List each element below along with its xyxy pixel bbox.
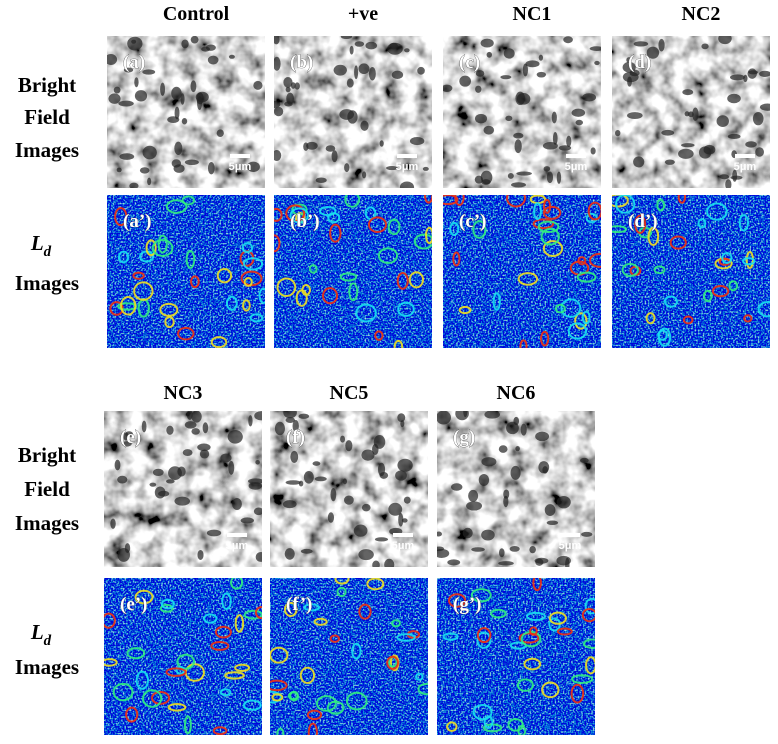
row-label: Ld (30, 620, 52, 649)
row-label: Images (15, 271, 79, 295)
bright-field-panel: 5μm (e) (104, 411, 262, 567)
ld-panel: (f’) (270, 578, 428, 735)
ld-panel: (g’) (437, 578, 595, 735)
row-label: Field (24, 105, 70, 129)
column-title: NC3 (164, 382, 203, 404)
column-title: NC1 (513, 3, 552, 25)
panel-label: (f) (286, 427, 305, 448)
row-label: Images (15, 655, 79, 679)
row-label: Bright (18, 443, 76, 467)
column-title: +ve (348, 3, 378, 25)
row-label: Ld (30, 231, 52, 260)
scale-bar-label: 5μm (226, 540, 249, 552)
column-title: NC2 (682, 3, 721, 25)
bright-field-panel: 5μm (f) (270, 411, 428, 567)
panel-label: (a’) (123, 211, 151, 232)
scale-bar-label: 5μm (396, 161, 419, 173)
ld-panel: (e’) (104, 578, 262, 735)
scale-bar-label: 5μm (734, 161, 757, 173)
bright-field-panel: 5μm (c) (443, 36, 601, 188)
bright-field-panel: 5μm (b) (274, 36, 432, 188)
row-label: Field (24, 477, 70, 501)
row-label: Images (15, 511, 79, 535)
panel-label: (d) (628, 52, 651, 73)
row-label: Bright (18, 73, 76, 97)
panel-label: (b’) (290, 211, 320, 232)
ld-panel: (b’) (274, 195, 432, 348)
scale-bar-label: 5μm (392, 540, 415, 552)
bright-field-panel: 5μm (a) (107, 36, 265, 188)
panel-label: (e’) (120, 594, 147, 615)
panel-label: (d’) (628, 211, 658, 232)
panel-label: (g’) (453, 594, 481, 615)
column-title: NC6 (497, 382, 536, 404)
scale-bar-label: 5μm (229, 161, 252, 173)
scale-bar-label: 5μm (559, 540, 582, 552)
bright-field-panel: 5μm (d) (612, 36, 770, 188)
scale-bar-label: 5μm (565, 161, 588, 173)
column-title: NC5 (330, 382, 369, 404)
panel-label: (g) (453, 427, 475, 448)
panel-label: (e) (120, 427, 141, 448)
row-label: Images (15, 138, 79, 162)
ld-panel: (d’) (612, 195, 770, 348)
panel-label: (c) (459, 52, 480, 73)
ld-panel: (a’) (107, 195, 265, 348)
ld-panel: (c’) (443, 195, 601, 348)
panel-label: (f’) (286, 594, 312, 615)
bright-field-panel: 5μm (g) (437, 411, 595, 567)
panel-label: (a) (123, 52, 145, 73)
panel-label: (b) (290, 52, 313, 73)
column-title: Control (163, 3, 230, 25)
panel-label: (c’) (459, 211, 486, 232)
